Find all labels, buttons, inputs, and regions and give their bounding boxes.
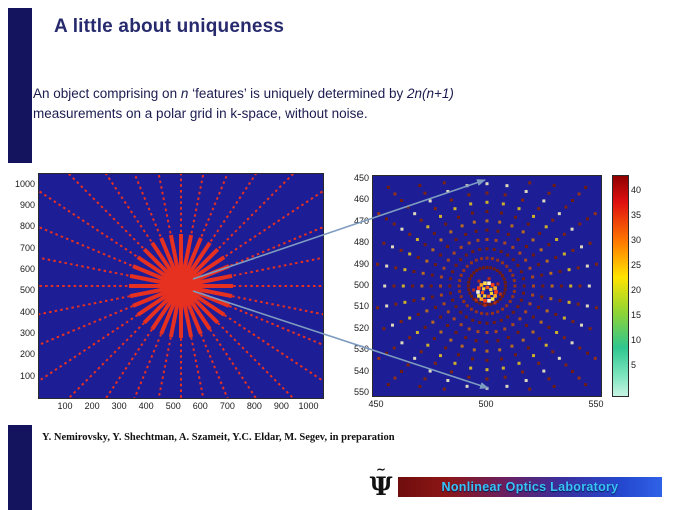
tick-label: 25 [631,260,642,270]
tick-label: 400 [19,306,35,317]
tick-label: 1000 [14,178,35,189]
tick-label: 200 [19,349,35,360]
tick-label: 100 [57,401,73,411]
tick-label: 540 [353,365,369,376]
tick-label: 800 [19,221,35,232]
body-segment: measurements on a polar grid in k-space,… [33,106,368,122]
institution-logo: ∼ Ψ [366,464,396,502]
banner-label: Nonlinear Optics Laboratory [441,480,619,494]
tick-label: 600 [19,264,35,274]
lab-banner: Nonlinear Optics Laboratory [398,477,662,497]
tick-label: 35 [631,210,642,220]
tick-label: 450 [353,173,369,183]
tick-label: 530 [353,344,369,355]
tick-label: 10 [631,335,642,345]
tick-label: 500 [19,285,35,296]
tick-label: 30 [631,235,642,245]
tick-label: 800 [246,401,262,411]
tick-label: 450 [368,399,384,409]
tick-label: 490 [353,258,369,269]
tick-label: 480 [353,237,369,248]
tick-label: 700 [219,401,235,411]
slide-title: A little about uniqueness [54,16,285,37]
tick-label: 500 [353,280,369,290]
tick-label: 900 [19,200,35,210]
kspace-full-plot [0,76,391,496]
body-segment-italic-n: n [180,86,189,101]
tick-label: 5 [631,360,637,370]
figure-polar-grid-full: 1000 900 800 700 600 500 400 300 200 100 100 200 300… [0,76,391,496]
zoom-scatter-canvas [373,176,601,396]
body-segment: An object comprising on [33,86,181,101]
tick-label: 40 [631,185,642,195]
logo-emblem-glyph: Ψ [369,472,393,501]
colorbar [612,175,629,397]
figure-polar-grid-zoom: 450 460 470 480 490 500 510 520 530 540 550 450 500 5… [340,163,660,425]
tick-label: 470 [353,215,369,226]
tick-label: 15 [631,310,642,320]
tick-label: 600 [192,401,208,411]
tick-label: 1000 [298,401,319,411]
tick-label: 500 [478,399,494,409]
tick-label: 200 [84,401,100,411]
tick-label: 700 [19,242,35,253]
body-text: An object comprising on n ‘features’ is … [33,84,641,125]
citation: Y. Nemirovsky, Y. Shechtman, A. Szameit,… [42,432,395,443]
tick-label: 500 [165,401,181,411]
tick-label: 520 [353,322,369,333]
kspace-zoom-plot [372,175,602,397]
tick-label: 900 [273,401,289,411]
polar-rays-canvas [0,76,391,496]
tick-label: 460 [353,194,369,205]
tick-label: 550 [353,387,369,397]
tick-label: 300 [111,401,127,411]
tick-label: 510 [353,301,369,312]
body-segment-italic-formula: 2n(n+1) [406,86,454,101]
body-segment: ‘features’ is uniquely determined by [188,86,407,101]
tick-label: 300 [19,328,35,338]
tick-label: 100 [19,370,35,381]
tick-label: 550 [588,399,604,409]
logo-flame-glyph: ∼ [376,464,386,476]
tick-label: 400 [138,401,154,411]
tick-label: 20 [631,285,642,295]
